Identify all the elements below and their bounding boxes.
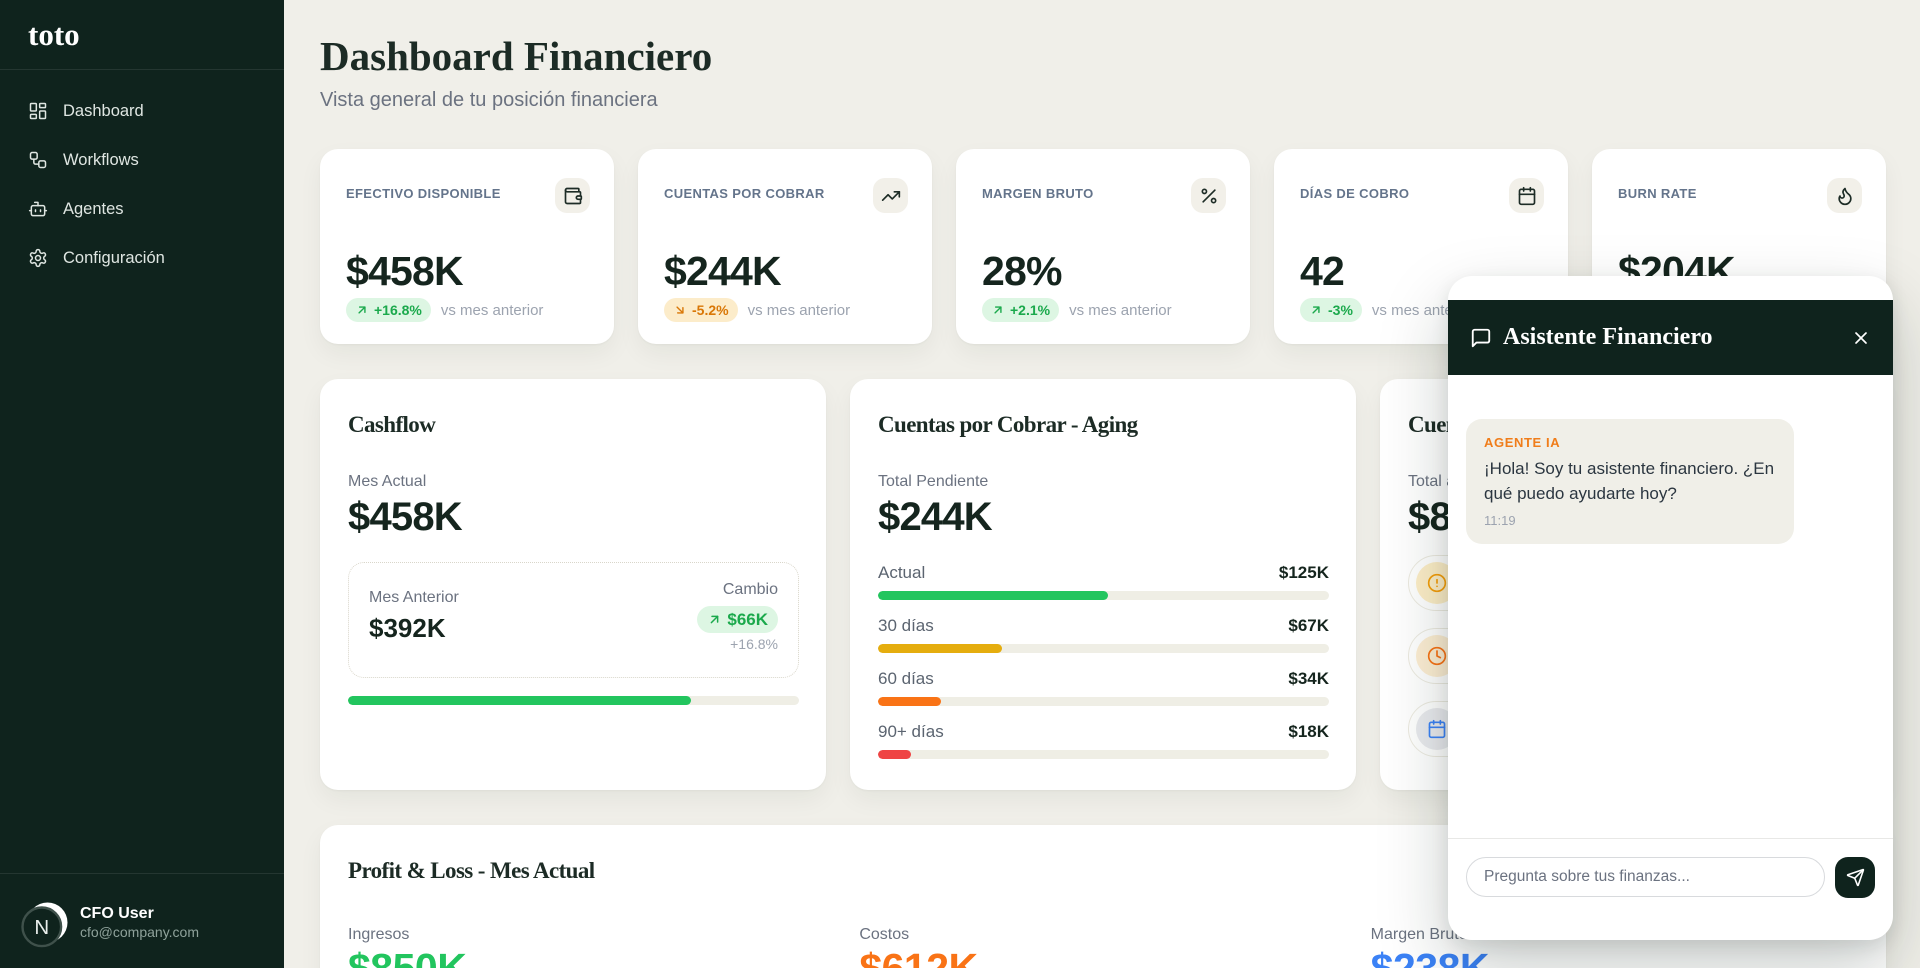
- svg-text:N: N: [34, 916, 49, 939]
